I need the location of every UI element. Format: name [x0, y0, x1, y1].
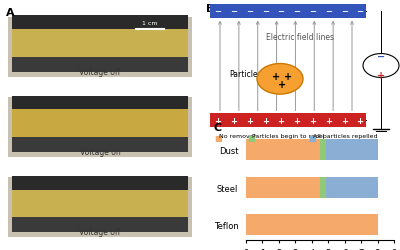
Bar: [12, 58, 188, 72]
Bar: [246, 215, 378, 235]
Text: +: +: [214, 116, 222, 125]
Text: ■: ■: [308, 134, 316, 143]
Circle shape: [363, 54, 399, 78]
Bar: [12, 138, 188, 152]
Text: +: +: [278, 80, 286, 90]
Text: 1 cm: 1 cm: [142, 21, 158, 26]
Text: +: +: [341, 116, 348, 125]
Bar: [12, 218, 188, 232]
Text: ■: ■: [247, 134, 255, 143]
Text: −: −: [309, 8, 316, 16]
Bar: [12, 96, 188, 112]
Text: Particle: Particle: [230, 70, 258, 79]
Circle shape: [257, 64, 303, 95]
Text: Electric field lines: Electric field lines: [266, 32, 334, 42]
Text: C: C: [214, 122, 222, 132]
Bar: [326, 140, 378, 160]
Text: +: +: [377, 70, 385, 81]
Text: −: −: [278, 8, 285, 16]
Bar: [246, 140, 320, 160]
Text: +: +: [284, 72, 292, 82]
Text: +: +: [309, 116, 316, 125]
Bar: [320, 140, 326, 160]
Bar: [12, 16, 188, 32]
Bar: [326, 177, 378, 198]
Bar: [210, 114, 366, 127]
Bar: [12, 176, 188, 192]
Text: −: −: [341, 8, 348, 16]
Text: +: +: [230, 116, 237, 125]
Text: +: +: [278, 116, 285, 125]
Text: Voltage on: Voltage on: [80, 147, 120, 156]
Bar: [246, 177, 320, 198]
Text: A: A: [6, 8, 15, 18]
Text: No removal: No removal: [219, 134, 256, 139]
Text: −: −: [246, 8, 253, 16]
Text: −: −: [262, 8, 269, 16]
Text: All particles repelled: All particles repelled: [313, 134, 378, 139]
Text: +: +: [262, 116, 269, 125]
Bar: [320, 177, 326, 198]
Text: +: +: [246, 116, 253, 125]
Text: B: B: [206, 4, 214, 14]
Text: ■: ■: [214, 134, 222, 143]
Text: Voltage off: Voltage off: [79, 227, 121, 236]
Text: −: −: [214, 8, 222, 16]
Text: −: −: [356, 8, 364, 16]
Text: −: −: [230, 8, 237, 16]
Bar: [210, 5, 366, 18]
Text: Particles begin to repel: Particles begin to repel: [252, 134, 325, 139]
Text: +: +: [325, 116, 332, 125]
Text: −: −: [377, 52, 385, 62]
Text: Voltage off: Voltage off: [79, 67, 121, 76]
Text: −: −: [293, 8, 300, 16]
Text: −: −: [325, 8, 332, 16]
Text: +: +: [272, 72, 280, 82]
Text: +: +: [356, 116, 364, 125]
Text: +: +: [293, 116, 300, 125]
